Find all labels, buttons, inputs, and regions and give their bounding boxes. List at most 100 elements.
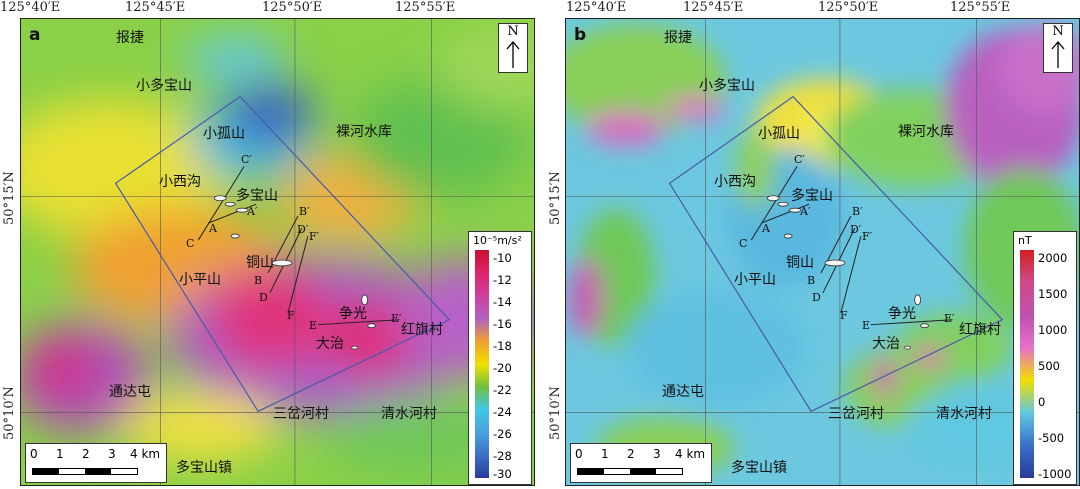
- north-arrow: N: [498, 23, 528, 73]
- place-label: 报捷: [664, 30, 692, 46]
- place-label: 小多宝山: [699, 78, 755, 94]
- lat-label: 50°15′N: [2, 171, 17, 225]
- color-legend: nT 2000 1500 1000 500 0 -500 -1000: [1013, 231, 1077, 485]
- scale-tick: 0: [575, 447, 583, 461]
- place-label: 大治: [316, 336, 344, 352]
- legend-tick: -20: [493, 361, 512, 375]
- lon-label: 125°55′E: [395, 0, 456, 15]
- lat-label: 50°15′N: [548, 171, 563, 225]
- scale-tick: 4 km: [130, 447, 161, 461]
- lat-label: 50°10′N: [2, 386, 17, 440]
- panel-label: b: [574, 25, 587, 45]
- profile-end-label: D: [259, 291, 268, 304]
- lon-label: 125°55′E: [950, 0, 1011, 15]
- legend-tick: -22: [493, 383, 512, 397]
- profile-end-label: F: [840, 309, 848, 322]
- profile-line-a: [761, 203, 810, 224]
- place-label: 三岔河村: [273, 406, 329, 422]
- profile-end-label: D′: [297, 223, 309, 236]
- scale-tick: 4 km: [675, 447, 706, 461]
- legend-tick: 1000: [1038, 323, 1068, 337]
- place-label: 通达屯: [109, 384, 151, 400]
- place-label: 红旗村: [401, 322, 443, 338]
- lon-label: 125°40′E: [0, 0, 61, 15]
- legend-tick: -28: [493, 449, 512, 463]
- profile-end-label: E′: [391, 312, 402, 325]
- profile-end-label: C′: [241, 153, 252, 166]
- profile-line-e: [870, 319, 953, 326]
- legend-tick: -14: [493, 295, 512, 309]
- profile-line-c: [750, 166, 798, 241]
- place-label: 争光: [339, 306, 367, 322]
- north-arrow-label: N: [507, 24, 519, 39]
- legend-tick: 2000: [1038, 251, 1068, 265]
- place-label: 清水河村: [381, 406, 437, 422]
- scale-bar-graphic: [32, 468, 138, 475]
- place-label: 小多宝山: [136, 78, 192, 94]
- place-label: 多宝山: [791, 188, 833, 204]
- color-ramp: [475, 250, 489, 478]
- place-label: 小西沟: [714, 174, 756, 190]
- color-ramp: [1020, 250, 1034, 478]
- profile-line-f: [287, 235, 309, 313]
- legend-tick: -1000: [1038, 467, 1072, 481]
- north-arrow-label: N: [1052, 24, 1064, 39]
- profile-end-label: E: [309, 319, 318, 332]
- place-label: 铜山: [246, 255, 274, 271]
- scale-tick: 2: [627, 447, 635, 461]
- lat-label: 50°10′N: [548, 386, 563, 440]
- legend-tick: -30: [493, 467, 512, 481]
- place-label: 小孤山: [203, 126, 245, 142]
- profile-end-label: A′: [247, 205, 258, 218]
- place-label: 铜山: [786, 255, 814, 271]
- profile-line-f: [840, 235, 862, 313]
- profile-end-label: A: [209, 222, 217, 235]
- legend-tick: -12: [493, 273, 512, 287]
- profile-end-label: F′: [309, 230, 320, 243]
- scale-bar: 0 1 2 3 4 km: [25, 443, 167, 483]
- place-label: 多宝山镇: [731, 460, 787, 476]
- profile-line-c: [197, 166, 245, 241]
- place-label: 裸河水库: [336, 124, 392, 140]
- profile-end-label: C′: [794, 153, 805, 166]
- study-area-outline: [114, 95, 451, 413]
- place-label: 多宝山镇: [176, 460, 232, 476]
- panel-label: a: [29, 25, 41, 45]
- magnetic-anomaly-map: b N 报捷 小多宝山 小孤山 裸河水库 小西沟 多宝山 铜山 小平山 争光 红…: [565, 18, 1080, 486]
- legend-tick: -16: [493, 317, 512, 331]
- scale-tick: 2: [82, 447, 90, 461]
- scale-tick: 1: [56, 447, 64, 461]
- profile-end-label: A: [762, 222, 770, 235]
- arrow-up-icon: [506, 41, 520, 68]
- profile-end-label: E′: [944, 312, 955, 325]
- profile-end-label: A′: [800, 205, 811, 218]
- scale-tick: 0: [30, 447, 38, 461]
- profile-end-label: B′: [299, 205, 310, 218]
- profile-end-label: C: [186, 237, 195, 250]
- lon-label: 125°45′E: [683, 0, 744, 15]
- scale-tick: 3: [653, 447, 661, 461]
- ore-body-symbols: [766, 195, 929, 350]
- place-label: 三岔河村: [828, 406, 884, 422]
- graticule: [566, 19, 1079, 485]
- legend-tick: 1500: [1038, 287, 1068, 301]
- legend-tick: 0: [1038, 395, 1046, 409]
- place-label: 争光: [888, 306, 916, 322]
- profile-end-label: F′: [862, 230, 873, 243]
- gravity-anomaly-raster: [21, 19, 534, 485]
- place-label: 红旗村: [959, 322, 1001, 338]
- profile-line-e: [317, 319, 400, 326]
- arrow-up-icon: [1051, 41, 1065, 68]
- lon-label: 125°50′E: [818, 0, 879, 15]
- legend-tick: 500: [1038, 359, 1060, 373]
- legend-unit: 10⁻⁵m/s²: [473, 234, 522, 247]
- place-label: 大治: [872, 336, 900, 352]
- place-label: 通达屯: [662, 384, 704, 400]
- scale-bar: 0 1 2 3 4 km: [570, 443, 712, 483]
- place-label: 多宝山: [236, 188, 278, 204]
- study-area-outline: [668, 95, 1004, 413]
- profile-end-label: E: [862, 319, 871, 332]
- scale-tick: 1: [601, 447, 609, 461]
- legend-unit: nT: [1018, 234, 1032, 247]
- profile-end-label: B: [254, 274, 263, 287]
